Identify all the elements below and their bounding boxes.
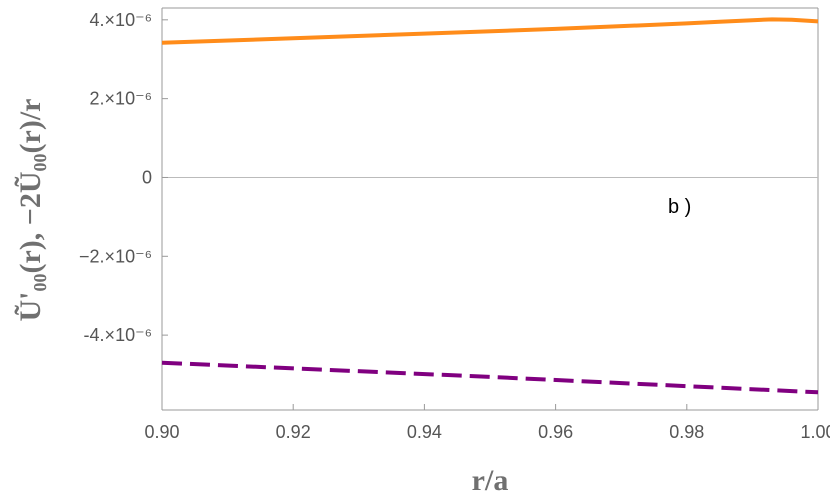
x-tick-label: 1.00 <box>800 422 830 442</box>
series-1-line <box>161 17 819 45</box>
series-2-line <box>161 360 819 395</box>
y-tick-label: 0 <box>142 167 152 187</box>
y-ticks: 4.×10⁻⁶ 2.×10⁻⁶ 0 −2.×10⁻⁶ -4.×10⁻⁶ <box>79 10 168 345</box>
x-tick-label: 0.94 <box>407 422 442 442</box>
x-tick-label: 0.92 <box>276 422 311 442</box>
x-axis-title: r/a <box>472 464 509 497</box>
plot-frame <box>161 7 819 411</box>
y-axis-title: Ũ'₀₀(r), −2Ũ₀₀(r)/r <box>14 99 47 322</box>
x-tick-label: 0.90 <box>144 422 179 442</box>
y-tick-label: -4.×10⁻⁶ <box>84 325 152 345</box>
x-tick-label: 0.98 <box>669 422 704 442</box>
x-ticks: 0.90 0.92 0.94 0.96 0.98 1.00 <box>144 404 830 442</box>
x-tick-label: 0.96 <box>538 422 573 442</box>
y-tick-label: 2.×10⁻⁶ <box>90 89 152 109</box>
series-layer <box>161 17 819 395</box>
y-tick-label: 4.×10⁻⁶ <box>90 10 152 30</box>
chart-annotation: b ) <box>668 196 691 218</box>
y-tick-label: −2.×10⁻⁶ <box>79 246 152 266</box>
